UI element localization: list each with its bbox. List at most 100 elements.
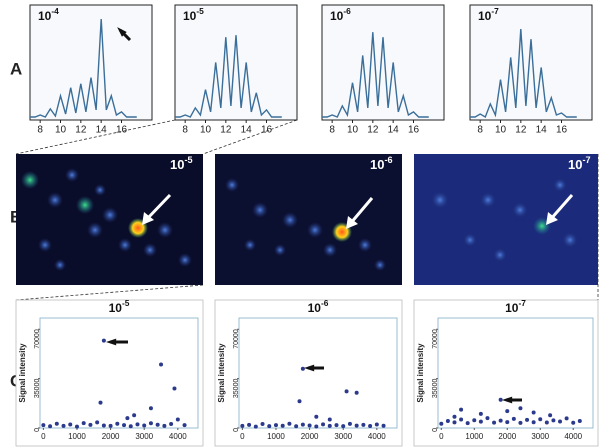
x-tick-label: 3000 bbox=[334, 432, 352, 441]
x-tick-label: 16 bbox=[408, 125, 420, 136]
x-tick-label: 4000 bbox=[368, 432, 386, 441]
point bbox=[95, 420, 100, 425]
point bbox=[135, 422, 140, 427]
point bbox=[334, 423, 339, 428]
point bbox=[297, 399, 302, 404]
plot-frame bbox=[174, 4, 298, 121]
point bbox=[558, 419, 563, 424]
point bbox=[98, 400, 103, 405]
label-base: 10 bbox=[38, 9, 52, 23]
point bbox=[347, 421, 352, 426]
label-exponent: -5 bbox=[196, 6, 204, 16]
y-axis-label: Signal intensity bbox=[18, 343, 27, 403]
label-exponent: -5 bbox=[122, 298, 130, 308]
point bbox=[564, 416, 569, 421]
x-tick-label: 16 bbox=[261, 125, 273, 136]
point bbox=[518, 420, 523, 425]
panel-label: 10-7 bbox=[568, 155, 591, 172]
point bbox=[525, 417, 530, 422]
label-base: 10 bbox=[170, 157, 184, 172]
point bbox=[260, 422, 265, 427]
y-tick-label: 0 bbox=[432, 428, 439, 432]
x-tick-label: 12 bbox=[220, 125, 232, 136]
point bbox=[452, 414, 457, 419]
y-tick-label: 0 bbox=[233, 428, 240, 432]
point bbox=[511, 416, 516, 421]
label-base: 10 bbox=[308, 301, 322, 315]
image-panel bbox=[16, 154, 203, 285]
point bbox=[478, 411, 483, 416]
point bbox=[240, 423, 245, 428]
point bbox=[472, 418, 477, 423]
panel-label: 10-4 bbox=[38, 6, 59, 23]
point bbox=[48, 424, 53, 429]
label-base: 10 bbox=[568, 157, 582, 172]
point bbox=[551, 418, 556, 423]
point bbox=[492, 420, 497, 425]
x-tick-label: 10 bbox=[55, 125, 67, 136]
point bbox=[122, 423, 127, 428]
point bbox=[361, 422, 366, 427]
label-exponent: -5 bbox=[184, 155, 192, 165]
point bbox=[459, 417, 464, 422]
point bbox=[531, 420, 536, 425]
point bbox=[267, 424, 272, 429]
x-tick-label: 12 bbox=[367, 125, 379, 136]
point bbox=[54, 421, 59, 426]
point bbox=[253, 424, 258, 429]
x-tick-label: 4000 bbox=[564, 432, 582, 441]
point bbox=[68, 422, 73, 427]
trace bbox=[30, 18, 137, 118]
point bbox=[571, 420, 576, 425]
arrow bbox=[106, 338, 128, 346]
point bbox=[314, 414, 319, 419]
point bbox=[459, 407, 464, 412]
point bbox=[314, 424, 319, 429]
arrow bbox=[304, 364, 324, 372]
x-tick-label: 1000 bbox=[465, 432, 483, 441]
point bbox=[169, 422, 174, 427]
image-panel bbox=[414, 154, 598, 285]
x-tick-label: 8 bbox=[182, 125, 188, 136]
point bbox=[327, 423, 332, 428]
y-axis-label: Signal intensity bbox=[217, 343, 226, 403]
point bbox=[61, 423, 66, 428]
y-tick-label: 70000 bbox=[233, 329, 240, 349]
point bbox=[155, 422, 160, 427]
y-axis-label: Signal intensity bbox=[416, 343, 425, 403]
image-panel bbox=[215, 154, 402, 285]
point bbox=[132, 413, 137, 418]
point bbox=[505, 409, 510, 414]
point bbox=[478, 419, 483, 424]
label-base: 10 bbox=[109, 301, 123, 315]
label-exponent: -7 bbox=[582, 155, 590, 165]
arrow-head bbox=[117, 27, 127, 37]
x-tick-label: 8 bbox=[37, 125, 43, 136]
panel-label: 10-7 bbox=[505, 298, 526, 315]
arrow bbox=[117, 27, 132, 42]
arrow bbox=[502, 396, 522, 404]
point bbox=[327, 417, 332, 422]
point bbox=[81, 421, 86, 426]
x-tick-label: 14 bbox=[388, 125, 400, 136]
x-tick-label: 16 bbox=[116, 125, 128, 136]
label-base: 10 bbox=[478, 9, 492, 23]
point bbox=[374, 422, 379, 427]
point bbox=[148, 421, 153, 426]
x-tick-label: 0 bbox=[240, 432, 245, 441]
trace bbox=[322, 32, 429, 118]
label-exponent: -6 bbox=[384, 155, 392, 165]
label-base: 10 bbox=[505, 301, 519, 315]
plot-frame bbox=[321, 4, 445, 121]
panel-frame bbox=[214, 299, 403, 447]
point bbox=[368, 424, 373, 429]
plot-frame bbox=[238, 317, 398, 429]
point bbox=[294, 424, 299, 429]
point bbox=[88, 422, 93, 427]
label-exponent: -6 bbox=[343, 6, 351, 16]
label-base: 10 bbox=[370, 157, 384, 172]
y-tick-label: 35000 bbox=[233, 379, 240, 399]
x-tick-label: 8 bbox=[477, 125, 483, 136]
point bbox=[577, 418, 582, 423]
point bbox=[300, 422, 305, 427]
